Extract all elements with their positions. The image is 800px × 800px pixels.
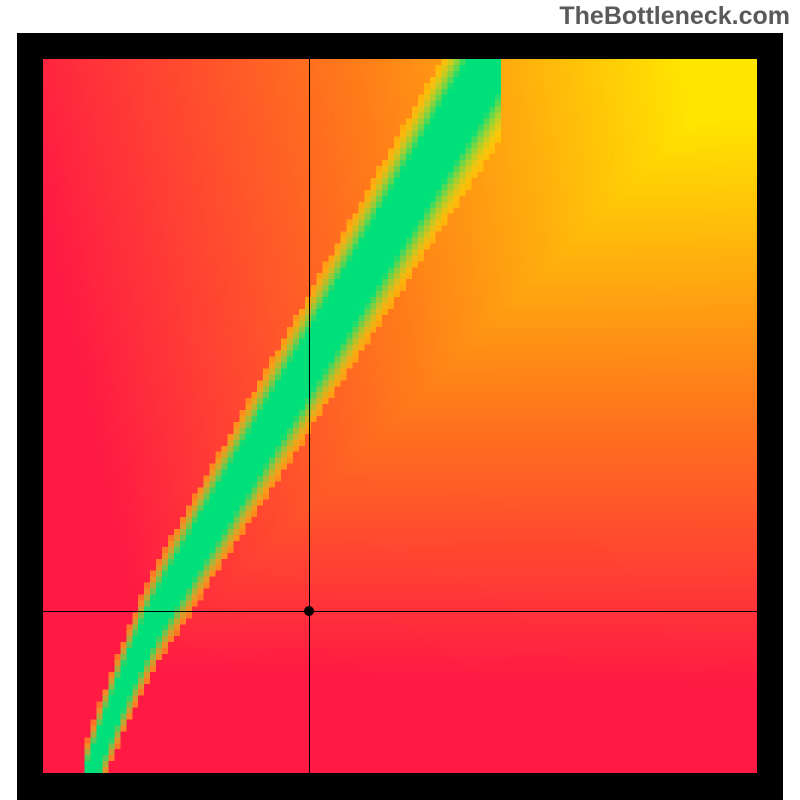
chart-frame xyxy=(17,33,783,800)
chart-container: TheBottleneck.com xyxy=(0,0,800,800)
marker-dot xyxy=(304,606,314,616)
plot-area xyxy=(43,59,757,773)
heatmap-canvas xyxy=(43,59,757,773)
watermark-text: TheBottleneck.com xyxy=(559,2,790,31)
crosshair-vertical xyxy=(309,59,310,773)
crosshair-horizontal xyxy=(43,611,757,612)
